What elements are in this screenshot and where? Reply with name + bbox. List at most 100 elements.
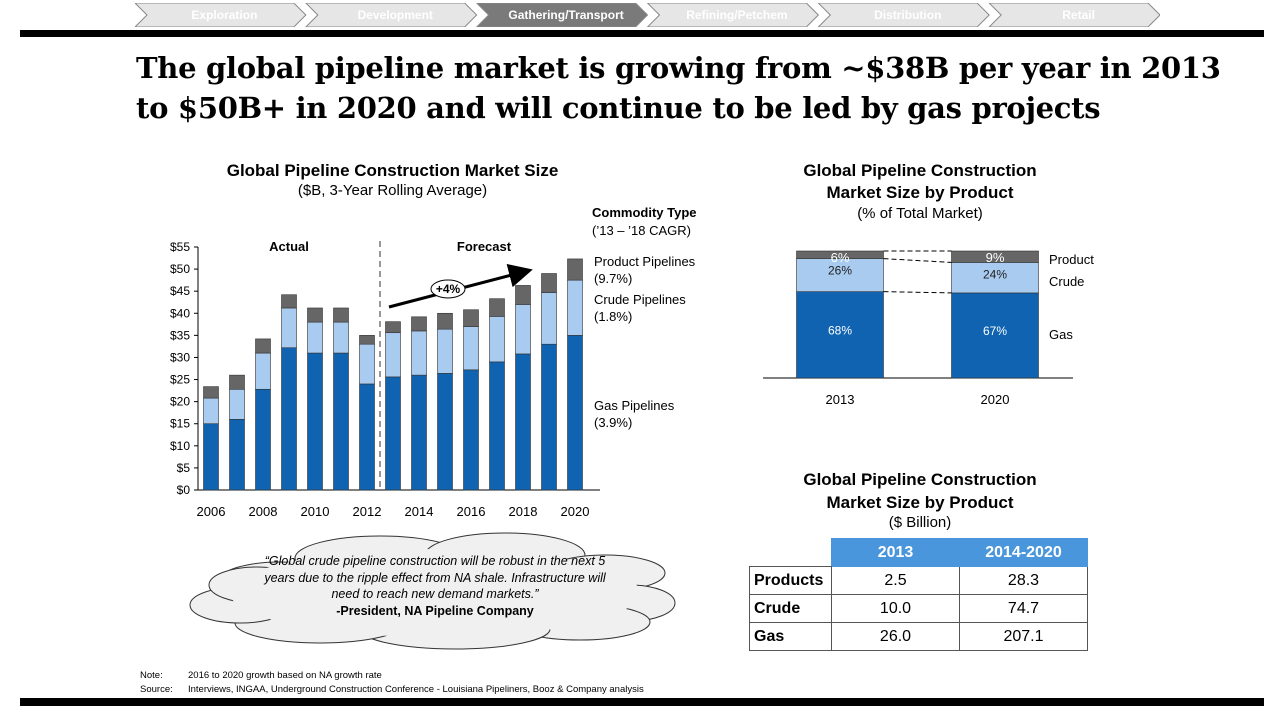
footnote-note: Note: 2016 to 2020 growth based on NA gro… — [140, 669, 382, 683]
bar-crude-pipelines-2008 — [255, 352, 271, 390]
x-tick-label: 2010 — [301, 504, 330, 519]
share-bar-product-2020 — [951, 250, 1039, 263]
bar-product-pipelines-2017 — [489, 298, 505, 317]
legend-product-cagr: (9.7%) — [594, 271, 633, 286]
bar-gas-pipelines-2020 — [567, 335, 583, 491]
share-chart-subtitle: (% of Total Market) — [857, 205, 983, 222]
y-tick-label: $5 — [177, 461, 191, 475]
share-chart-title-1: Global Pipeline Construction — [803, 161, 1037, 180]
nav-chevron — [988, 3, 1160, 27]
y-tick-label: $20 — [170, 395, 190, 409]
bar-product-pipelines-2010 — [307, 307, 323, 323]
growth-badge — [430, 279, 466, 299]
table-row: Products 2.5 28.3 — [749, 566, 1088, 595]
share-label-gas: Gas — [1049, 327, 1073, 342]
footnote-note-key: Note: — [140, 670, 163, 681]
actual-label: Actual — [269, 239, 309, 254]
x-tick-label: 2020 — [561, 504, 590, 519]
market-size-table: 2013 2014-2020 Products 2.5 28.3 Crude 1… — [749, 538, 1088, 651]
bar-crude-pipelines-2016 — [463, 326, 479, 371]
y-tick-label: $25 — [170, 373, 190, 387]
page-headline: The global pipeline market is growing fr… — [136, 51, 1221, 125]
value-chain-nav: Exploration Development Gathering/Transpor… — [135, 3, 1160, 27]
forecast-label: Forecast — [457, 239, 512, 254]
bar-gas-pipelines-2019 — [541, 343, 557, 491]
nav-item-development[interactable]: Development — [358, 8, 433, 22]
bar-product-pipelines-2007 — [229, 374, 245, 390]
share-category-label: 2013 — [826, 392, 855, 407]
bar-crude-pipelines-2019 — [541, 292, 557, 345]
bar-product-pipelines-2008 — [255, 338, 271, 354]
value-chain-chevrons: Exploration Development Gathering/Transpor… — [135, 3, 1160, 27]
bar-crude-pipelines-2014 — [411, 330, 427, 376]
x-tick-label: 2014 — [405, 504, 434, 519]
y-tick-label: $55 — [170, 240, 190, 254]
nav-item-distribution[interactable]: Distribution — [874, 8, 941, 22]
legend-crude-name: Crude Pipelines — [594, 292, 686, 307]
share-label-gas-2013: 68% — [828, 324, 852, 338]
y-tick-label: $30 — [170, 350, 190, 364]
bar-gas-pipelines-2007 — [229, 419, 245, 491]
bar-gas-pipelines-2016 — [463, 369, 479, 491]
market-size-chart-subtitle: ($B, 3-Year Rolling Average) — [297, 182, 488, 199]
bar-product-pipelines-2011 — [333, 307, 349, 323]
nav-chevron — [646, 3, 820, 27]
share-chart-title-2: Market Size by Product — [826, 183, 1014, 202]
table-title-1: Global Pipeline Construction — [803, 470, 1037, 489]
x-tick-label: 2018 — [509, 504, 538, 519]
legend-crude-cagr: (1.8%) — [594, 309, 633, 324]
bar-crude-pipelines-2013 — [385, 332, 401, 378]
y-tick-label: $40 — [170, 306, 190, 320]
bar-crude-pipelines-2017 — [489, 316, 505, 363]
nav-item-gathering-transport[interactable]: Gathering/Transport — [508, 8, 623, 22]
nav-item-exploration[interactable]: Exploration — [191, 8, 257, 22]
bar-crude-pipelines-2012 — [359, 343, 375, 385]
quote-attribution: -President, NA Pipeline Company — [336, 603, 534, 618]
y-tick-label: $45 — [170, 284, 190, 298]
bar-crude-pipelines-2015 — [437, 328, 453, 374]
bar-product-pipelines-2009 — [281, 294, 297, 309]
share-chart: 68% 26%6% 2013 67% 24% 9% 2020 — [763, 250, 1073, 407]
table-row-label: Gas — [749, 622, 832, 651]
bar-product-pipelines-2016 — [463, 309, 479, 327]
nav-chevron — [305, 3, 478, 27]
nav-chevron — [135, 3, 307, 27]
bar-crude-pipelines-2020 — [567, 279, 583, 336]
share-connector — [883, 291, 952, 294]
y-tick-label: $15 — [170, 417, 190, 431]
bottom-rule — [20, 698, 1264, 706]
bar-gas-pipelines-2008 — [255, 388, 271, 491]
bar-gas-pipelines-2012 — [359, 383, 375, 491]
y-tick-label: $35 — [170, 328, 190, 342]
share-bar-crude-2020 — [951, 262, 1039, 294]
legend-gas-name: Gas Pipelines — [594, 398, 675, 413]
legend-title: Commodity Type — [592, 205, 697, 220]
bar-gas-pipelines-2010 — [307, 352, 323, 491]
bar-gas-pipelines-2015 — [437, 373, 453, 491]
nav-item-retail[interactable]: Retail — [1062, 8, 1095, 22]
quote-text: “Global crude pipeline construction will… — [264, 554, 606, 601]
bar-crude-pipelines-2011 — [333, 321, 349, 354]
bar-product-pipelines-2018 — [515, 285, 531, 305]
share-bar-gas-2013 — [796, 291, 884, 379]
nav-chevron — [817, 3, 990, 27]
table-col-2014-2020: 2014-2020 — [959, 538, 1088, 567]
table-row: Gas 26.0 207.1 — [749, 622, 1088, 651]
bar-gas-pipelines-2017 — [489, 361, 505, 491]
x-tick-label: 2006 — [197, 504, 226, 519]
nav-item-refining-petchem[interactable]: Refining/Petchem — [686, 8, 787, 22]
share-category-label: 2020 — [981, 392, 1010, 407]
y-tick-label: $50 — [170, 262, 190, 276]
footnote-source-text: Interviews, INGAA, Underground Construct… — [188, 684, 644, 695]
bar-crude-pipelines-2018 — [515, 304, 531, 355]
share-label-product-2020: 9% — [986, 250, 1005, 265]
quote-text-block: “Global crude pipeline construction will… — [255, 553, 615, 619]
table-row-label: Crude — [749, 594, 832, 623]
nav-chevron — [475, 3, 649, 27]
x-tick-label: 2008 — [249, 504, 278, 519]
bar-crude-pipelines-2006 — [203, 397, 219, 425]
bar-gas-pipelines-2009 — [281, 347, 297, 491]
table-row: Crude 10.0 74.7 — [749, 594, 1088, 623]
bar-product-pipelines-2006 — [203, 386, 219, 399]
bar-product-pipelines-2012 — [359, 335, 375, 345]
